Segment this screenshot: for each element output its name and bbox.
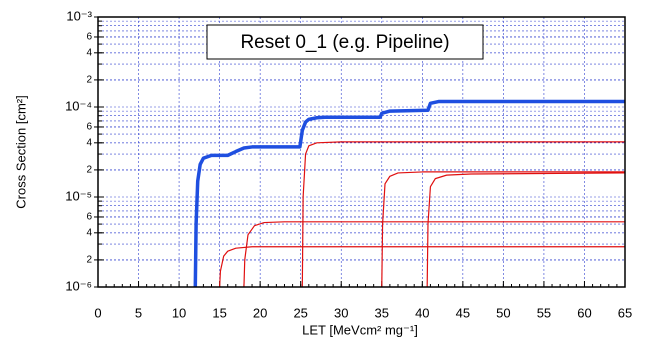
series-line: [381, 171, 625, 288]
y-tick-label: 2: [86, 75, 92, 86]
x-tick-label: 60: [577, 305, 591, 320]
y-tick-label: 10⁻⁴: [65, 98, 92, 113]
x-tick-label: 25: [293, 305, 307, 320]
series-line: [301, 141, 625, 288]
x-tick-label: 45: [456, 305, 470, 320]
y-tick-label: 4: [86, 227, 92, 238]
series-line: [219, 246, 625, 288]
x-tick-label: 15: [212, 305, 226, 320]
y-tick-label: 10⁻⁶: [65, 278, 92, 293]
series-line: [243, 221, 625, 288]
y-tick-label: 2: [86, 165, 92, 176]
series-line: [193, 99, 625, 288]
y-tick-label: 2: [86, 255, 92, 266]
x-tick-label: 35: [375, 305, 389, 320]
x-tick-label: 20: [253, 305, 267, 320]
x-tick-label: 0: [94, 305, 101, 320]
y-tick-label: 10⁻³: [66, 8, 92, 23]
series-line: [426, 172, 626, 288]
chart-title: Reset 0_1 (e.g. Pipeline): [240, 32, 449, 53]
y-tick-label: 6: [86, 122, 92, 133]
y-tick-label: 6: [86, 32, 92, 43]
x-tick-label: 10: [172, 305, 186, 320]
plot-frame: [97, 16, 626, 288]
y-tick-label: 4: [86, 47, 92, 58]
x-tick-label: 40: [415, 305, 429, 320]
x-tick-label: 65: [618, 305, 632, 320]
x-axis-label: LET [MeVcm² mg⁻¹]: [302, 322, 418, 337]
x-tick-label: 30: [334, 305, 348, 320]
y-tick-label: 10⁻⁵: [65, 188, 92, 203]
y-tick-label: 6: [86, 212, 92, 223]
y-axis-label: Cross Section [cm²]: [13, 95, 28, 208]
x-tick-label: 5: [135, 305, 142, 320]
title-box: [206, 24, 484, 60]
y-tick-label: 4: [86, 137, 92, 148]
x-tick-label: 55: [537, 305, 551, 320]
x-tick-label: 50: [496, 305, 510, 320]
